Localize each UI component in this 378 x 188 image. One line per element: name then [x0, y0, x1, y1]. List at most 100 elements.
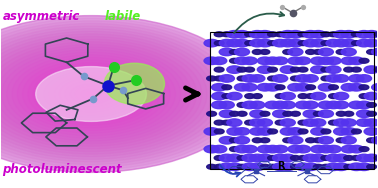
- Circle shape: [242, 57, 257, 64]
- Circle shape: [275, 94, 285, 99]
- Circle shape: [235, 39, 249, 47]
- Circle shape: [212, 57, 227, 64]
- Circle shape: [23, 60, 160, 128]
- Circle shape: [245, 32, 254, 37]
- Circle shape: [250, 31, 265, 38]
- Circle shape: [273, 110, 288, 118]
- Circle shape: [49, 73, 133, 115]
- Circle shape: [0, 44, 191, 144]
- Circle shape: [219, 101, 234, 109]
- Circle shape: [237, 111, 247, 116]
- Circle shape: [341, 39, 356, 47]
- Circle shape: [352, 41, 361, 45]
- Circle shape: [303, 119, 318, 126]
- Circle shape: [336, 138, 346, 143]
- Circle shape: [250, 128, 265, 135]
- Circle shape: [321, 67, 331, 72]
- Circle shape: [253, 138, 262, 143]
- Circle shape: [214, 129, 224, 134]
- Circle shape: [268, 41, 277, 45]
- Circle shape: [257, 39, 273, 47]
- Circle shape: [334, 128, 349, 135]
- Circle shape: [234, 136, 249, 144]
- Circle shape: [257, 154, 273, 162]
- Circle shape: [318, 101, 333, 109]
- Circle shape: [318, 48, 333, 56]
- Circle shape: [214, 120, 224, 125]
- Circle shape: [356, 154, 372, 162]
- Circle shape: [0, 16, 249, 172]
- Circle shape: [344, 111, 354, 116]
- Circle shape: [326, 66, 341, 73]
- Circle shape: [260, 138, 270, 143]
- Circle shape: [204, 39, 219, 47]
- Circle shape: [219, 48, 234, 56]
- Circle shape: [229, 111, 239, 116]
- Circle shape: [288, 31, 303, 38]
- Circle shape: [336, 49, 346, 54]
- Circle shape: [328, 32, 338, 37]
- Circle shape: [367, 164, 376, 169]
- Ellipse shape: [104, 63, 164, 104]
- Circle shape: [219, 75, 234, 82]
- Circle shape: [311, 119, 326, 126]
- Circle shape: [17, 57, 165, 131]
- Circle shape: [296, 101, 310, 109]
- Circle shape: [257, 145, 273, 153]
- Circle shape: [311, 92, 326, 100]
- Circle shape: [242, 154, 257, 162]
- Circle shape: [326, 101, 341, 109]
- Circle shape: [326, 163, 341, 171]
- Circle shape: [257, 66, 273, 73]
- Circle shape: [306, 138, 316, 143]
- Circle shape: [288, 145, 303, 153]
- Circle shape: [65, 81, 118, 107]
- Text: asymmetric: asymmetric: [3, 10, 80, 23]
- Circle shape: [352, 32, 361, 37]
- Circle shape: [268, 164, 277, 169]
- Circle shape: [352, 155, 361, 160]
- Circle shape: [321, 41, 331, 45]
- Circle shape: [321, 32, 331, 37]
- Circle shape: [265, 83, 280, 91]
- Circle shape: [273, 163, 288, 171]
- Circle shape: [328, 120, 338, 125]
- Circle shape: [260, 164, 270, 169]
- Circle shape: [273, 145, 288, 153]
- Circle shape: [234, 31, 249, 38]
- Circle shape: [0, 24, 234, 164]
- Circle shape: [298, 32, 308, 37]
- Circle shape: [318, 145, 333, 153]
- Circle shape: [2, 50, 181, 138]
- Circle shape: [356, 31, 372, 38]
- Circle shape: [326, 57, 341, 64]
- Circle shape: [12, 55, 170, 133]
- Circle shape: [0, 29, 223, 159]
- FancyArrowPatch shape: [234, 12, 284, 33]
- Circle shape: [349, 75, 364, 82]
- Circle shape: [334, 92, 349, 100]
- Circle shape: [296, 83, 310, 91]
- Circle shape: [204, 145, 219, 153]
- Circle shape: [237, 164, 247, 169]
- Circle shape: [204, 128, 219, 135]
- Circle shape: [265, 57, 280, 64]
- Circle shape: [333, 154, 349, 162]
- Circle shape: [0, 21, 239, 167]
- Circle shape: [333, 101, 349, 109]
- Circle shape: [257, 31, 273, 38]
- Circle shape: [204, 57, 219, 64]
- Circle shape: [326, 75, 341, 82]
- Circle shape: [374, 32, 378, 37]
- Circle shape: [298, 129, 308, 134]
- Circle shape: [356, 163, 372, 171]
- Circle shape: [54, 76, 128, 112]
- Circle shape: [311, 66, 326, 73]
- Circle shape: [227, 66, 242, 73]
- Circle shape: [303, 101, 318, 109]
- Circle shape: [268, 129, 277, 134]
- Circle shape: [227, 163, 242, 171]
- Circle shape: [303, 154, 318, 162]
- Circle shape: [364, 154, 378, 162]
- Circle shape: [367, 138, 376, 143]
